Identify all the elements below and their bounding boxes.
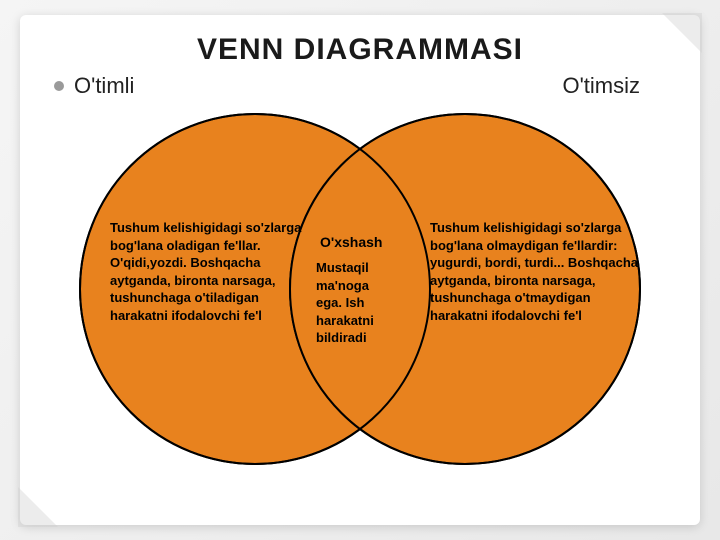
venn-diagram: Tushum kelishigidagi so'zlarga bog'lana … bbox=[50, 109, 670, 469]
intersection-title: O'xshash bbox=[320, 234, 382, 250]
corner-decoration bbox=[662, 13, 702, 53]
labels-row: O'timli O'timsiz bbox=[50, 73, 670, 99]
right-circle-text: Tushum kelishigidagi so'zlarga bog'lana … bbox=[430, 219, 640, 324]
right-category-label: O'timsiz bbox=[562, 73, 640, 99]
corner-decoration bbox=[18, 487, 58, 527]
left-circle-text: Tushum kelishigidagi so'zlarga bog'lana … bbox=[110, 219, 315, 324]
bullet-icon bbox=[54, 81, 64, 91]
diagram-title: VENN DIAGRAMMASI bbox=[50, 33, 670, 67]
intersection-text: Mustaqil ma'noga ega. Ish harakatni bild… bbox=[316, 259, 398, 347]
content-card: VENN DIAGRAMMASI O'timli O'timsiz Tushum… bbox=[20, 15, 700, 525]
left-category-label: O'timli bbox=[74, 73, 562, 99]
